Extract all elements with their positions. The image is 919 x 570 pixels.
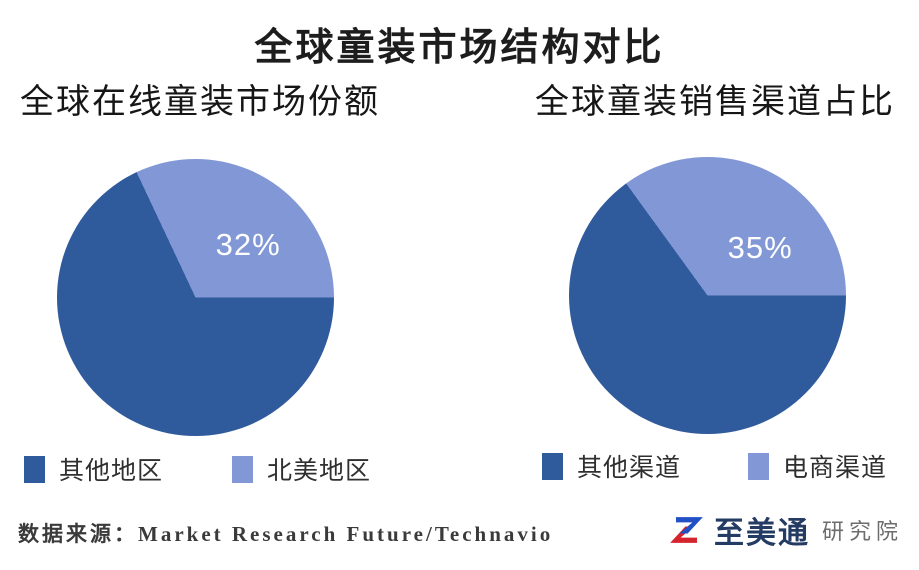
legend-item-other-regions: 其他地区 xyxy=(24,455,163,485)
legend-item-north-america: 北美地区 xyxy=(232,455,371,485)
legend-label-other-regions: 其他地区 xyxy=(59,457,164,485)
data-source-text: 数据来源：Market Research Future/Technavio xyxy=(18,522,554,546)
pie-data-label-right: 35% xyxy=(727,230,793,266)
chart-title-left: 全球在线童装市场份额 xyxy=(20,83,380,121)
brand-logo: 至美通 研究院 xyxy=(669,508,903,552)
brand-name: 至美通 xyxy=(714,517,810,550)
legend-swatch-light-icon xyxy=(748,452,769,480)
legend-label-ecommerce-channel: 电商渠道 xyxy=(783,454,888,482)
zl-monogram-icon xyxy=(670,517,703,543)
pie-chart-left: 32% xyxy=(57,159,334,436)
legend-swatch-dark-icon xyxy=(24,455,45,483)
page-title: 全球童装市场结构对比 xyxy=(254,27,665,69)
legend-swatch-light-icon xyxy=(232,455,253,483)
pie-data-label-left: 32% xyxy=(215,226,281,262)
chart-title-right: 全球童装销售渠道占比 xyxy=(535,83,895,121)
legend-item-other-channels: 其他渠道 xyxy=(542,452,681,482)
legend-label-other-channels: 其他渠道 xyxy=(577,454,682,482)
legend-label-north-america: 北美地区 xyxy=(267,457,372,485)
pie-chart-right: 35% xyxy=(569,157,846,434)
brand-suffix: 研究院 xyxy=(822,519,904,544)
legend-swatch-dark-icon xyxy=(542,452,563,480)
legend-item-ecommerce-channel: 电商渠道 xyxy=(748,452,887,482)
